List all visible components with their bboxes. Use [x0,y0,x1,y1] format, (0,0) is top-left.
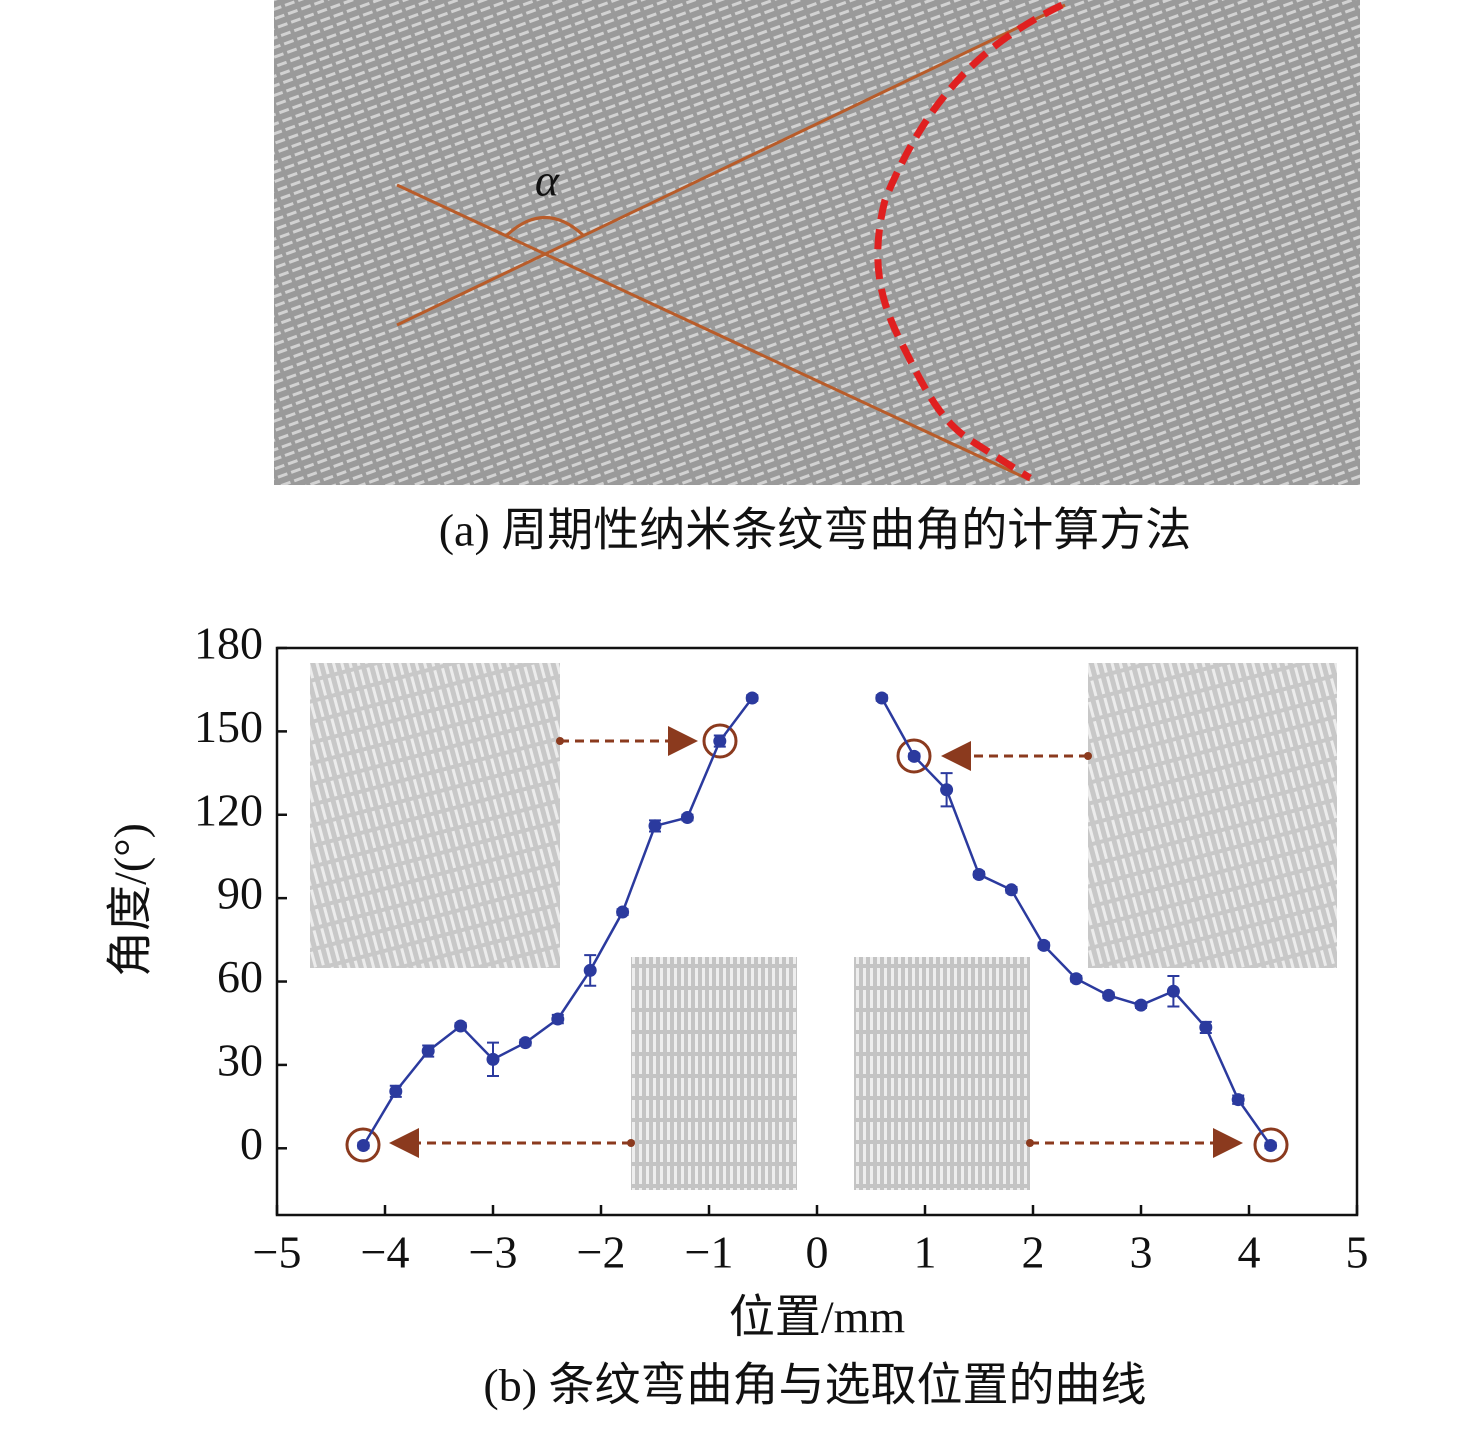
data-point [875,691,889,705]
angle-arc [505,216,585,237]
data-point [616,905,630,919]
inset-image [1088,663,1337,968]
highlights [345,723,1289,1163]
data-point [518,1036,532,1050]
y-tick-label: 30 [217,1034,263,1085]
tangent-line [396,183,1031,482]
x-tick-label: 2 [1022,1227,1045,1278]
y-tick-label: 0 [240,1118,263,1169]
panel-a: α (a) 周期性纳米条纹弯曲角的计算方法 [274,0,1360,556]
data-point [389,1084,403,1098]
x-axis-label: 位置/mm [729,1292,906,1343]
data-point [1004,883,1018,897]
arrows [389,726,1243,1158]
data-point [745,691,759,705]
data-point [1166,984,1180,998]
caption: (b) 条纹弯曲角与选取位置的曲线 [483,1360,1146,1411]
x-tick-label: −3 [469,1227,518,1278]
data-point [680,811,694,825]
data-point [1069,972,1083,986]
data-point [1199,1020,1213,1034]
highlight [896,738,932,774]
stripe-curve [874,1,1064,481]
tangent-line [396,3,1066,327]
data-point [1037,938,1051,952]
data-point [1264,1139,1278,1153]
highlight [345,1127,381,1163]
data-point [972,868,986,882]
x-tick-label: −5 [253,1227,302,1278]
inset-image [310,663,560,968]
highlight [702,723,738,759]
data-point [551,1012,565,1026]
data-point [356,1139,370,1153]
angle-label: α [535,155,560,206]
x-tick-label: 0 [806,1227,829,1278]
x-tick-label: 4 [1238,1227,1261,1278]
data-point [648,819,662,833]
highlight [1253,1127,1289,1163]
y-tick-label: 90 [217,868,263,919]
y-tick-label: 180 [194,618,263,669]
caption: (a) 周期性纳米条纹弯曲角的计算方法 [439,505,1192,556]
sem-image [274,0,1360,485]
y-tick-label: 60 [217,951,263,1002]
data-point [1134,998,1148,1012]
y-axis-label: 角度/(°) [105,823,156,977]
x-tick-label: −4 [361,1227,410,1278]
data-point [907,749,921,763]
x-tick-label: 1 [914,1227,937,1278]
x-tick-label: −1 [685,1227,734,1278]
inset-image [631,957,797,1190]
x-tick-label: −2 [577,1227,626,1278]
x-tick-label: 3 [1130,1227,1153,1278]
data-point [454,1019,468,1033]
insets [310,663,1337,1190]
data-point [940,783,954,797]
data-point [421,1044,435,1058]
inset-image [854,957,1030,1190]
data-point [1102,988,1116,1002]
y-tick-label: 150 [194,701,263,752]
data-point [713,734,727,748]
data-point [486,1052,500,1066]
data-point [583,963,597,977]
data-point [1231,1093,1245,1107]
x-tick-label: 5 [1346,1227,1369,1278]
y-tick-label: 120 [194,784,263,835]
